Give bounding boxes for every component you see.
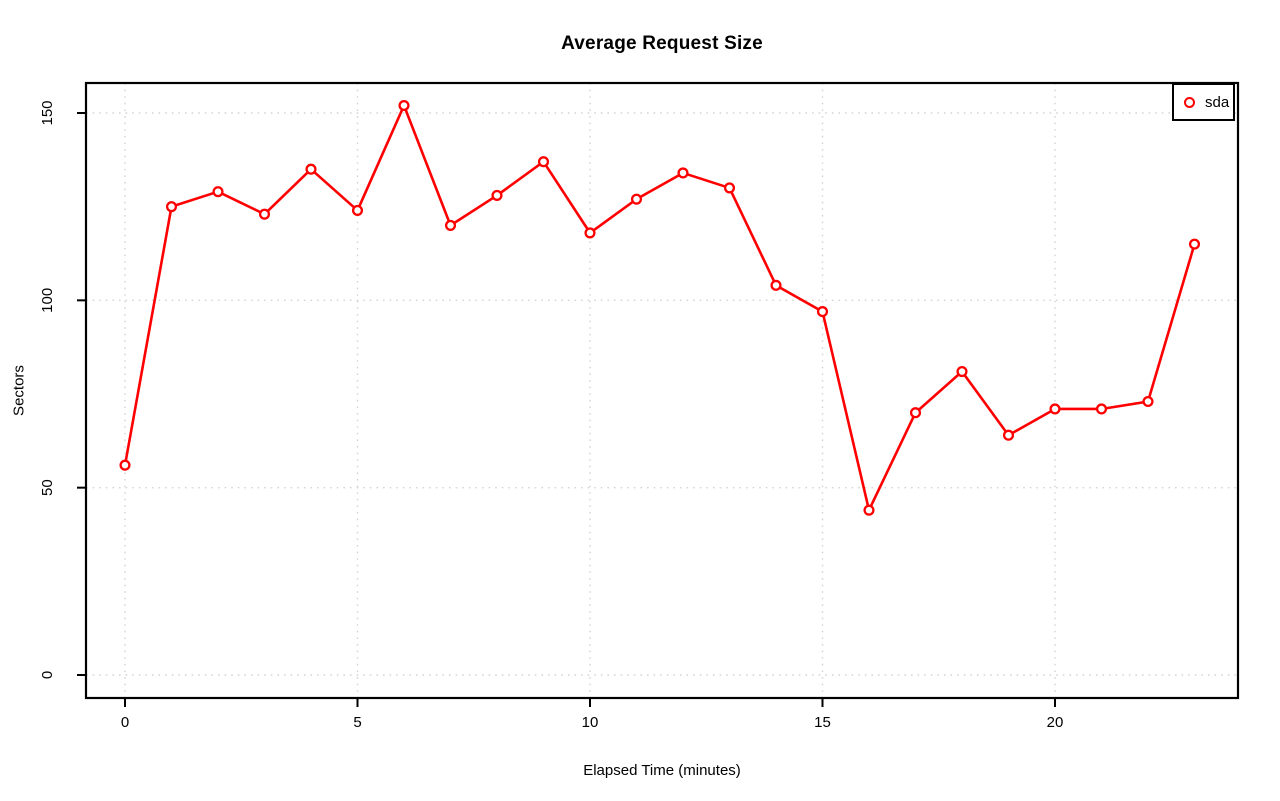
- data-point-marker: [677, 167, 689, 179]
- y-tick-label: 150: [39, 100, 56, 125]
- x-tick-label: 20: [1047, 714, 1064, 731]
- data-point-marker: [398, 99, 410, 112]
- legend: sda: [1172, 83, 1235, 121]
- data-point-marker: [1095, 403, 1108, 415]
- x-tick-label: 0: [121, 714, 129, 731]
- data-point-marker: [1049, 403, 1061, 415]
- x-axis-label: Elapsed Time (minutes): [583, 762, 741, 779]
- data-point-marker: [351, 204, 364, 216]
- data-point-marker: [770, 279, 782, 291]
- y-tick-label: 50: [39, 479, 56, 496]
- series-line-sda: [123, 104, 1196, 512]
- data-point-marker: [1142, 395, 1154, 408]
- data-point-marker: [1188, 238, 1201, 250]
- y-axis-label: Sectors: [10, 365, 28, 416]
- data-point-marker: [491, 189, 503, 201]
- legend-marker-circle-icon: [1184, 96, 1195, 108]
- data-point-marker: [212, 186, 224, 198]
- data-point-marker: [723, 182, 736, 194]
- x-tick-label: 15: [814, 714, 831, 731]
- data-point-marker: [956, 365, 968, 378]
- data-point-marker: [165, 201, 178, 213]
- data-point-marker: [584, 227, 596, 239]
- data-point-marker: [909, 407, 922, 419]
- x-tick-label: 10: [582, 714, 599, 731]
- data-point-marker: [444, 219, 457, 231]
- y-tick-label: 0: [39, 671, 56, 679]
- data-point-marker: [863, 504, 875, 516]
- data-point-marker: [1002, 429, 1015, 441]
- data-point-marker: [537, 156, 550, 168]
- data-point-marker: [630, 193, 643, 205]
- data-point-marker: [119, 459, 131, 471]
- data-point-marker: [816, 306, 829, 318]
- data-point-marker: [258, 208, 271, 220]
- data-point-marker: [305, 163, 317, 175]
- legend-series-label: sda: [1205, 93, 1230, 111]
- chart-title: Average Request Size: [561, 33, 763, 54]
- plot-border: [84, 81, 1240, 700]
- y-tick-label: 100: [39, 288, 56, 313]
- x-tick-label: 5: [353, 714, 361, 731]
